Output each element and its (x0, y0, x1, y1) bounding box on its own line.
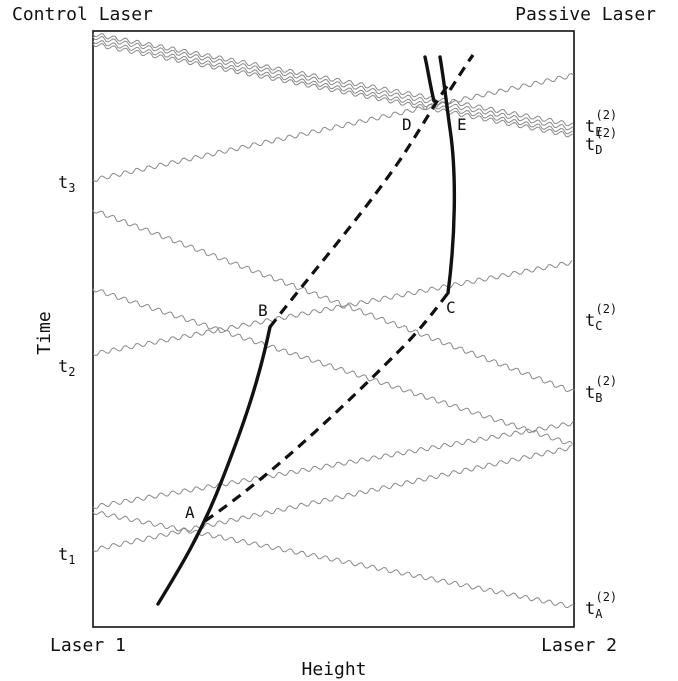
control-laser-heading: Control Laser (12, 4, 153, 25)
diagram-frame (92, 30, 575, 628)
event-label-b: B (258, 301, 268, 320)
signal-wave-8 (92, 260, 573, 357)
event-label-c: C (446, 298, 456, 317)
time-tick-t3: t3 (58, 173, 75, 195)
signal-waves (92, 33, 575, 609)
worldlines (156, 54, 475, 606)
worldline-a-b (156, 325, 272, 606)
time-tick-t1-base: t (58, 545, 68, 565)
time-tick-t2-sub: 2 (68, 365, 75, 379)
time-tick-t-c-2-base: t (585, 311, 595, 331)
event-label-e: E (457, 115, 467, 134)
x-axis-label: Height (301, 659, 366, 680)
time-tick-t-a-2-base: t (585, 599, 595, 619)
time-tick-t-d-2-base: t (585, 135, 595, 155)
time-tick-t2: t2 (58, 357, 75, 379)
signal-wave-7 (92, 288, 573, 445)
time-tick-t-e-2-sup: (2) (595, 108, 617, 122)
time-tick-t-d-2-sup: (2) (595, 126, 617, 140)
time-tick-t-e-2: tE(2) (585, 108, 617, 139)
signal-wave-11 (92, 511, 575, 609)
y-axis-label: Time (34, 311, 55, 354)
time-tick-t-a-2-sup: (2) (595, 590, 617, 604)
dashed-top-extension (448, 54, 475, 91)
signal-wave-9 (92, 420, 574, 510)
signal-wave-4 (92, 43, 573, 138)
worldline-c-e (438, 55, 457, 295)
time-tick-t3-base: t (58, 173, 68, 193)
time-tick-t-a-2-sub: A (595, 607, 603, 621)
time-tick-t-d-2-sub: D (595, 143, 602, 157)
passive-laser-heading: Passive Laser (515, 4, 656, 25)
time-tick-t3-sub: 3 (68, 181, 75, 195)
laser-1-label: Laser 1 (50, 635, 126, 656)
time-tick-t-b-2-sub: B (595, 391, 602, 405)
event-label-d: D (402, 115, 412, 134)
time-tick-t-c-2-sub: C (595, 319, 602, 333)
time-tick-t-e-2-sub: E (595, 125, 602, 139)
signal-wave-10 (92, 445, 572, 552)
laser-2-label: Laser 2 (541, 635, 617, 656)
time-tick-t-b-2-base: t (585, 383, 595, 403)
signal-wave-6 (92, 209, 575, 393)
time-tick-t-c-2: tC (2) (585, 302, 617, 333)
time-tick-t-c-2-sup: (2) (595, 302, 617, 316)
time-tick-t-a-2: tA (2) (585, 590, 617, 621)
time-tick-t1: t1 (58, 545, 75, 567)
worldline-d-upper (423, 55, 436, 103)
signal-wave-1 (92, 33, 574, 127)
time-tick-t-b-2: tB (2) (585, 374, 617, 405)
event-label-a: A (185, 503, 195, 522)
time-tick-t-e-2-base: t (585, 117, 595, 137)
dashed-path-a-c (204, 292, 450, 523)
signal-wave-5 (92, 73, 574, 182)
time-tick-t-b-2-sup: (2) (595, 374, 617, 388)
signal-wave-2 (92, 36, 573, 131)
dashed-path-b-d (268, 84, 450, 328)
time-tick-t2-base: t (58, 357, 68, 377)
time-tick-t1-sub: 1 (68, 553, 75, 567)
signal-wave-3 (92, 40, 573, 135)
time-tick-t-d-2: tD (2) (585, 126, 617, 157)
